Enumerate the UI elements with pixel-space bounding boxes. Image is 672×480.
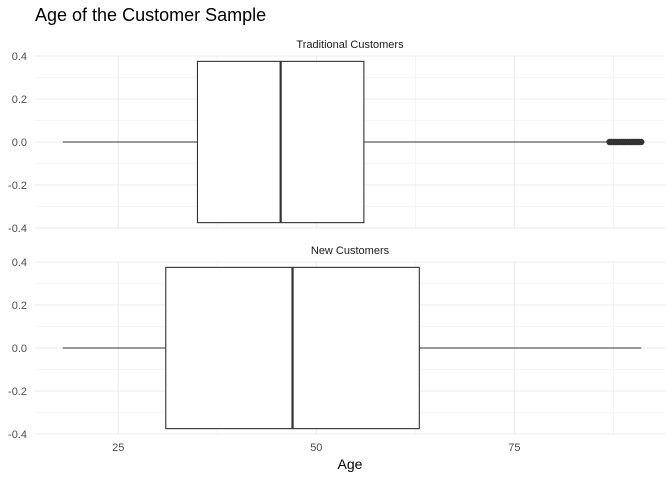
y-tick-label: -0.4 xyxy=(8,223,27,235)
outlier-point xyxy=(638,138,645,146)
y-tick-label: -0.4 xyxy=(8,429,27,441)
panel-2: 0.4 0.2 0.0 -0.2 -0.4 New Customers xyxy=(8,245,665,441)
panel-strip-label: New Customers xyxy=(311,245,390,257)
y-tick-label: 0.2 xyxy=(12,94,27,106)
panel-strip-label: Traditional Customers xyxy=(296,39,404,51)
x-tick-label: 25 xyxy=(112,442,124,454)
y-tick-label: -0.2 xyxy=(8,180,27,192)
y-tick-label: 0.0 xyxy=(12,137,27,149)
x-axis-title: Age xyxy=(338,456,363,472)
y-tick-label: -0.2 xyxy=(8,386,27,398)
x-tick-label: 50 xyxy=(310,442,322,454)
chart-title: Age of the Customer Sample xyxy=(35,5,266,25)
x-tick-label: 75 xyxy=(508,442,520,454)
panel-1: 0.4 0.2 0.0 -0.2 -0.4 Traditional Customers xyxy=(8,39,665,235)
y-tick-label: 0.2 xyxy=(12,300,27,312)
y-tick-label: 0.0 xyxy=(12,343,27,355)
y-tick-label: 0.4 xyxy=(12,51,27,63)
y-tick-label: 0.4 xyxy=(12,257,27,269)
